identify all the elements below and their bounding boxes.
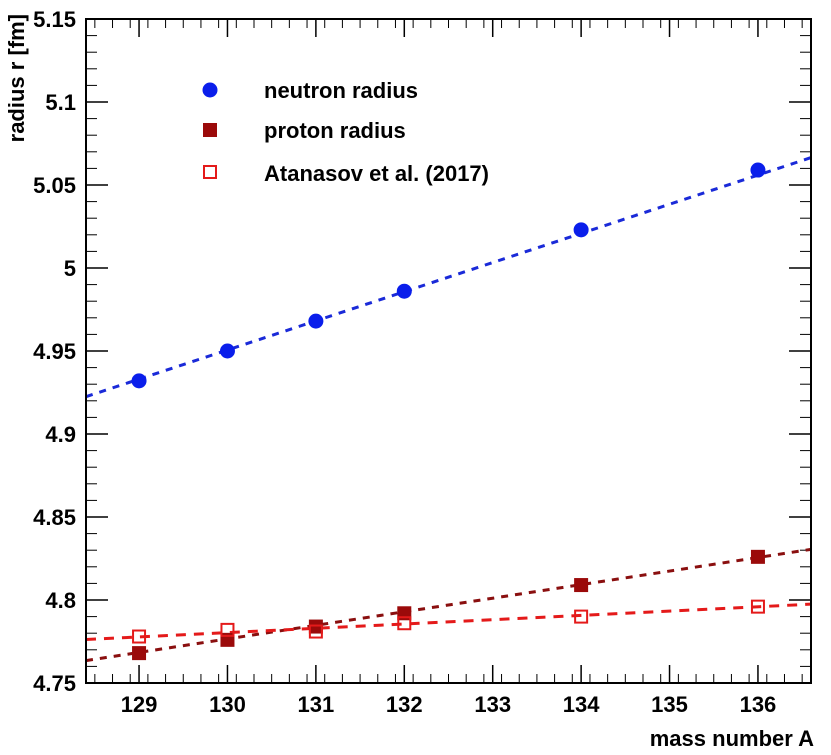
atanasov-point: [574, 609, 589, 624]
x-tick-labels: 129 130 131 132 133 134 135 136: [121, 692, 777, 717]
legend-label-neutron: neutron radius: [264, 78, 418, 103]
atanasov-point: [750, 599, 765, 614]
neutron-radius-point: [573, 222, 589, 238]
neutron-radius-point: [750, 162, 766, 178]
x-tick-label: 133: [474, 692, 511, 717]
atanasov-point: [132, 629, 147, 644]
legend-label-proton: proton radius: [264, 118, 406, 143]
atanasov-point: [308, 624, 323, 639]
x-tick-label: 130: [209, 692, 246, 717]
y-tick-label: 4.85: [33, 505, 76, 530]
y-tick-label: 5: [64, 256, 76, 281]
y-tick-label: 5.05: [33, 173, 76, 198]
y-tick-label: 4.8: [45, 588, 76, 613]
proton-radius-point: [574, 578, 589, 593]
proton-radius-point: [132, 646, 147, 661]
x-tick-label: 134: [563, 692, 600, 717]
neutron-radius-point: [131, 373, 147, 389]
plot-frame: [85, 18, 812, 684]
neutron-radius-point: [308, 313, 324, 329]
data-points: [131, 162, 766, 661]
proton-fit-line: [85, 547, 812, 663]
y-axis-title: radius r [fm]: [4, 14, 29, 142]
legend-marker-atanasov: [203, 165, 217, 179]
atanasov-point: [220, 622, 235, 637]
neutron-fit-line: [85, 156, 812, 399]
tick-marks: [86, 18, 811, 684]
proton-radius-point: [308, 619, 323, 634]
x-tick-label: 136: [740, 692, 777, 717]
neutron-radius-point: [396, 283, 412, 299]
legend-label-atanasov: Atanasov et al. (2017): [264, 161, 489, 186]
y-tick-labels: 4.75 4.8 4.85 4.9 4.95 5 5.05 5.1 5.15: [33, 7, 76, 696]
atanasov-point: [397, 616, 412, 631]
x-tick-label: 135: [651, 692, 688, 717]
x-axis-title: mass number A: [650, 726, 814, 751]
x-tick-label: 132: [386, 692, 423, 717]
proton-radius-point: [750, 549, 765, 564]
y-tick-label: 5.15: [33, 7, 76, 32]
atanasov-fit-line: [85, 602, 812, 642]
x-tick-label: 129: [121, 692, 158, 717]
x-tick-label: 131: [298, 692, 335, 717]
y-tick-label: 4.9: [45, 422, 76, 447]
neutron-radius-point: [219, 343, 235, 359]
y-tick-label: 5.1: [45, 90, 76, 115]
y-tick-label: 4.95: [33, 339, 76, 364]
legend-marker-proton: [203, 123, 217, 137]
legend-marker-neutron: [202, 82, 218, 98]
fit-lines: [85, 156, 812, 663]
legend: neutron radius proton radius Atanasov et…: [202, 78, 489, 186]
y-tick-label: 4.75: [33, 671, 76, 696]
